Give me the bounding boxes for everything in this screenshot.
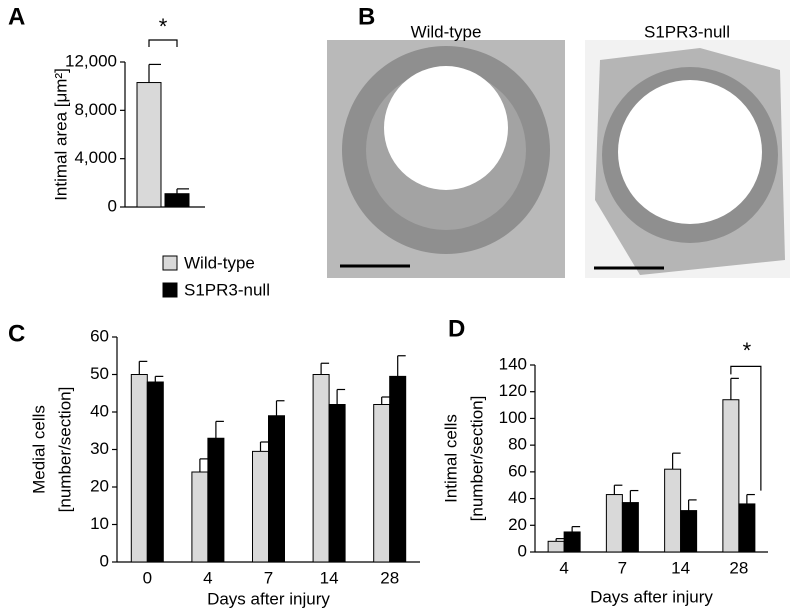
bar [547,540,565,553]
y-tick-label: 40 [508,488,527,507]
bar [605,494,623,553]
y-axis-label: Medial cells [29,405,48,494]
bar [621,502,639,553]
significance-bracket [148,39,178,47]
y-tick-label: 0 [100,551,109,570]
y-tick-label: 40 [90,401,109,420]
bar [389,375,407,563]
legend-swatch [162,282,178,298]
y-tick-label: 20 [90,476,109,495]
y-tick-label: 80 [508,435,527,454]
x-tick-label: 4 [203,568,212,587]
y-tick-label: 8,000 [74,100,117,119]
legend-label: S1PR3-null [184,280,270,299]
y-tick-label: 10 [90,514,109,533]
y-axis-label: [number/section] [55,387,74,513]
y-tick-label: 50 [90,364,109,383]
x-tick-label: 7 [264,568,273,587]
x-tick-label: 14 [671,558,690,577]
y-tick-label: 120 [499,381,527,400]
bar [738,503,756,553]
x-axis-label: Days after injury [590,587,713,606]
y-tick-label: 60 [90,326,109,345]
x-tick-label: 7 [618,558,627,577]
bar [191,471,209,563]
y-tick-label: 140 [499,354,527,373]
bar [130,374,148,563]
x-tick-label: 28 [729,558,748,577]
y-tick-label: 0 [518,541,527,560]
bar [146,381,164,563]
bar [312,374,330,563]
y-tick-label: 0 [108,196,117,215]
bar [136,82,162,208]
bar [680,510,698,553]
bar [268,415,285,563]
legend-label: Wild-type [184,253,255,272]
y-tick-label: 60 [508,461,527,480]
x-tick-label: 14 [320,568,339,587]
y-axis-label: Intimal area [μm²] [51,68,70,201]
image-title: Wild-type [411,22,482,41]
x-axis-label: Days after injury [207,589,330,608]
image-title: S1PR3-null [644,22,730,41]
bar [207,437,225,563]
y-tick-label: 20 [508,515,527,534]
significance-mark: * [743,338,752,363]
y-tick-label: 12,000 [65,51,117,70]
bar [328,404,346,563]
bar [373,404,391,563]
bar [664,468,682,553]
bar [722,399,740,553]
y-tick-label: 100 [499,408,527,427]
legend-swatch [162,255,178,271]
panel-letter: D [448,315,465,342]
bar [252,450,269,563]
micrograph-wild-type [327,40,565,278]
panel-letter: A [8,3,25,30]
x-tick-label: 28 [380,568,399,587]
y-axis-label: Intimal cells [441,414,460,503]
significance-bracket [730,365,762,491]
x-tick-label: 0 [143,568,152,587]
significance-mark: * [159,14,168,39]
y-axis-label: [number/section] [467,396,486,522]
panel-letter: C [8,320,25,347]
x-tick-label: 4 [559,558,568,577]
y-tick-label: 4,000 [74,148,117,167]
bar [563,531,581,553]
bar [164,193,190,208]
y-tick-label: 30 [90,439,109,458]
panel-letter: B [358,3,375,30]
micrograph-s1pr3-null [585,40,790,278]
